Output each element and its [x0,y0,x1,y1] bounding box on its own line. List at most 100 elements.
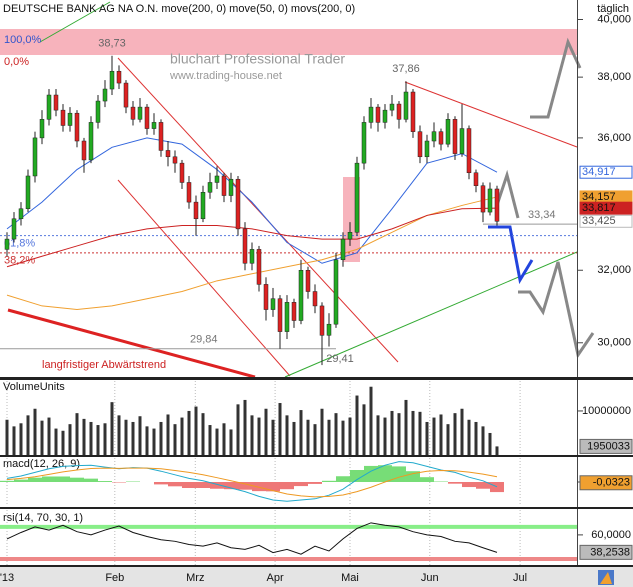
x-tick-label: Jun [421,572,439,584]
candle-body [487,188,493,213]
candle-body [382,109,388,123]
candle-body [200,192,206,220]
volume-bar [453,413,457,455]
volume-bar [40,420,44,455]
fib-label: 61,8% [4,238,35,250]
candle-body [214,175,220,183]
candle-body [123,82,129,108]
candle-body [11,218,17,240]
candle-body [95,100,101,123]
histogram-bar [265,482,280,492]
x-tick-label: Feb [105,572,124,584]
watermark: bluchart Professional Trader [170,51,345,67]
candle-body [151,122,157,129]
candle-body [354,162,360,233]
volume-bar [124,419,128,455]
separator [0,507,633,509]
volume-bar [201,413,205,455]
candle-body [18,208,24,220]
histogram-bar [195,482,210,488]
volume-bar [250,415,254,455]
fib-label: 100,0% [4,34,42,46]
volume-bar [418,411,422,455]
histogram-bar [181,482,196,488]
candle-body [494,188,500,222]
forecast-arrow [518,261,595,359]
candle-body [221,175,227,196]
volume-bar [236,404,240,455]
candle-body [228,178,234,196]
reference-label: 33,34 [528,209,556,221]
value-label: 34,917 [582,166,616,178]
candle-body [326,323,332,336]
volume-bar [173,424,177,455]
trend-line [404,81,578,148]
value-label: 33,425 [582,215,616,227]
histogram-bar [13,479,28,482]
volume-bar [383,417,387,455]
candle-body [319,305,325,336]
forecast-arrow [488,225,534,285]
y-tick-label: 40,000 [597,13,631,25]
candle-body [130,106,136,120]
y-tick-label: 60,0000 [591,529,631,541]
readout-box [579,544,633,560]
histogram-bar [447,482,462,484]
separator [0,377,633,380]
moving-average [6,196,498,311]
candle-body [102,88,108,102]
histogram-bar [419,477,434,482]
volume-bar [75,413,79,455]
candle-body [333,259,339,325]
candle-body [438,131,444,145]
histogram-bar [377,465,392,482]
candle-body [298,269,304,321]
histogram-bar [321,480,336,482]
volume-bar [187,410,191,455]
trend-line [7,308,256,379]
moving-average [6,137,498,264]
separator [0,455,633,457]
candle-body [165,150,171,158]
volume-bar [208,425,212,455]
candle-body [60,109,66,126]
candle-body [312,291,318,307]
candle-body [4,238,10,250]
volume-bar [411,410,415,455]
forecast-arrow [530,37,582,119]
volume-bar [5,419,9,455]
candle-body [67,112,73,126]
volume-bar [131,421,135,455]
histogram-bar [41,476,56,482]
indicator-line [6,461,498,502]
watermark: www.trading-house.net [169,70,282,82]
value-box [579,201,633,215]
candle-body [291,302,297,321]
volume-bar [103,423,107,455]
histogram-bar [475,482,490,489]
x-tick-label: Jul [513,572,527,584]
volume-bar [362,404,366,455]
histogram-bar [293,482,308,487]
y-tick-label: 36,000 [597,132,631,144]
annotation: 38,73 [98,38,126,50]
volume-bar [467,419,471,455]
volume-bar [460,408,464,455]
annotation: 37,86 [392,63,420,75]
volume-bar [474,421,478,455]
volume-bar [404,399,408,455]
volume-bar [194,406,198,455]
separator [0,565,633,567]
volume-bar [306,419,310,455]
trend-line [117,57,399,363]
readout-label: -0,0323 [593,477,630,489]
volume-bar [348,417,352,455]
candle-body [81,140,87,161]
value-box [579,214,633,228]
volume-bar [334,413,338,455]
histogram-bar [461,482,476,488]
volume-bar [320,408,324,455]
trend-line [284,251,578,378]
histogram-bar [349,470,364,482]
volume-bar [222,423,226,455]
